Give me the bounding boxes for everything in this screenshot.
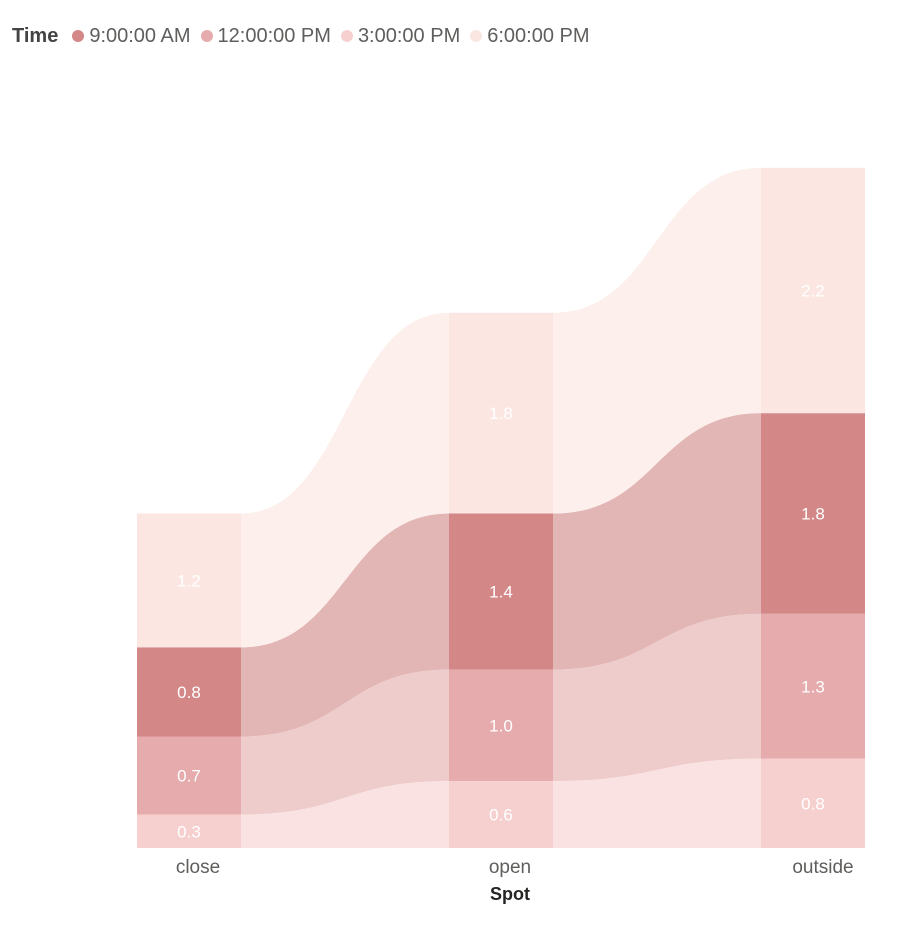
legend-dot-9am: [72, 30, 85, 42]
legend-item-6pm[interactable]: 6:00:00 PM: [470, 24, 590, 48]
bar-12-00-00-pm-close[interactable]: [137, 736, 241, 815]
bar-3-00-00-pm-close[interactable]: [137, 814, 241, 848]
data-label-9-00-00-am-open: 1.4: [489, 583, 513, 602]
bar-6-00-00-pm-outside[interactable]: [761, 167, 865, 414]
legend-label-12pm: 12:00:00 PM: [217, 24, 331, 47]
data-label-3-00-00-pm-open: 0.6: [489, 806, 513, 825]
legend-dot-3pm: [340, 30, 353, 42]
ribbon-3-00-00-pm-close-to-open[interactable]: [241, 781, 449, 848]
x-tick-open: open: [489, 857, 531, 878]
ribbon-6-00-00-pm-open-to-outside[interactable]: [553, 167, 761, 514]
bar-12-00-00-pm-outside[interactable]: [761, 613, 865, 759]
ribbon-12-00-00-pm-open-to-outside[interactable]: [553, 613, 761, 782]
bar-12-00-00-pm-open[interactable]: [449, 669, 553, 782]
data-label-12-00-00-pm-open: 1.0: [489, 716, 513, 735]
bar-layer: [137, 167, 865, 848]
bar-3-00-00-pm-outside[interactable]: [761, 758, 865, 848]
legend-dot-6pm: [470, 30, 483, 42]
x-axis: close open outside Spot: [176, 857, 854, 904]
ribbon-12-00-00-pm-close-to-open[interactable]: [241, 669, 449, 815]
data-label-6-00-00-pm-open: 1.8: [489, 404, 513, 423]
ribbon-layer: [241, 167, 761, 848]
ribbon-9-00-00-am-open-to-outside[interactable]: [553, 413, 761, 670]
data-label-9-00-00-am-close: 0.8: [177, 683, 201, 702]
data-label-6-00-00-pm-outside: 2.2: [801, 282, 825, 301]
legend-title: Time: [12, 24, 59, 47]
data-label-6-00-00-pm-close: 1.2: [177, 571, 201, 590]
bar-3-00-00-pm-open[interactable]: [449, 781, 553, 848]
legend-dot-12pm: [200, 30, 213, 42]
legend-item-12pm[interactable]: 12:00:00 PM: [200, 24, 331, 48]
legend-item-3pm[interactable]: 3:00:00 PM: [340, 24, 461, 48]
legend-item-9am[interactable]: 9:00:00 AM: [72, 24, 191, 48]
legend: Time 9:00:00 AM 12:00:00 PM 3:00:00 PM 6…: [12, 22, 590, 50]
ribbon-3-00-00-pm-open-to-outside[interactable]: [553, 758, 761, 848]
ribbon-6-00-00-pm-close-to-open[interactable]: [241, 312, 449, 648]
bar-6-00-00-pm-open[interactable]: [449, 312, 553, 514]
data-label-3-00-00-pm-outside: 0.8: [801, 794, 825, 813]
x-tick-outside: outside: [792, 857, 853, 878]
legend-label-3pm: 3:00:00 PM: [357, 24, 461, 47]
data-label-12-00-00-pm-close: 0.7: [177, 767, 201, 786]
bar-6-00-00-pm-close[interactable]: [137, 513, 241, 648]
ribbon-9-00-00-am-close-to-open[interactable]: [241, 513, 449, 737]
legend-label-9am: 9:00:00 AM: [89, 24, 191, 47]
x-tick-close: close: [176, 857, 220, 878]
bar-9-00-00-am-open[interactable]: [449, 513, 553, 670]
bar-9-00-00-am-close[interactable]: [137, 647, 241, 737]
data-label-12-00-00-pm-outside: 1.3: [801, 677, 825, 696]
bar-9-00-00-am-outside[interactable]: [761, 413, 865, 614]
data-label-3-00-00-pm-close: 0.3: [177, 822, 201, 841]
data-label-9-00-00-am-outside: 1.8: [801, 505, 825, 524]
data-label-layer: 0.8 0.7 0.3 1.2 1.4 1.0 0.6 1.8 1.8 1.3 0.8 2.2: [177, 282, 825, 842]
x-axis-title: Spot: [490, 884, 530, 904]
legend-label-6pm: 6:00:00 PM: [487, 24, 590, 47]
